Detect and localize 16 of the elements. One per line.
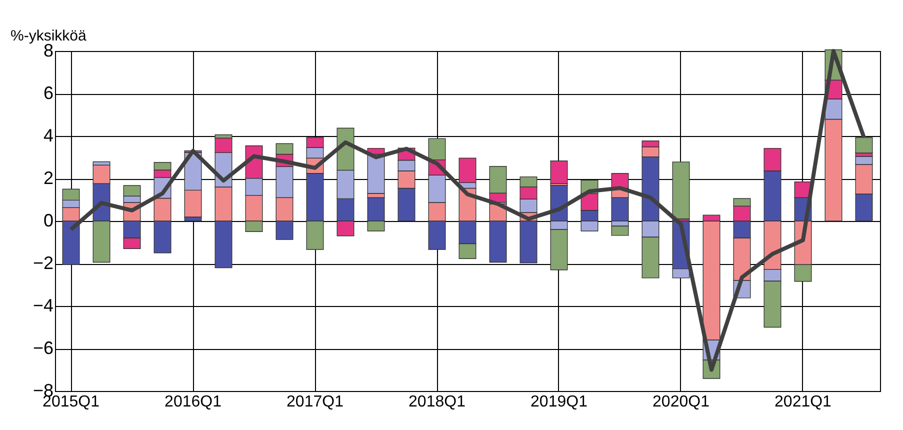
- y-tick-label: −6: [32, 338, 54, 358]
- bar: [672, 162, 690, 220]
- y-tick-label: 0: [43, 210, 54, 230]
- x-tick-label: 2016Q1: [164, 394, 222, 410]
- x-tick-label: 2020Q1: [652, 394, 710, 410]
- y-tick-label: −2: [32, 253, 54, 273]
- x-tick-label: 2017Q1: [286, 394, 344, 410]
- x-tick-label: 2019Q1: [530, 394, 588, 410]
- line-series: [69, 49, 866, 372]
- y-tick-label: −4: [32, 296, 54, 316]
- y-tick-label: 2: [43, 168, 54, 188]
- x-tick-label: 2021Q1: [774, 394, 832, 410]
- y-tick-label: 4: [43, 126, 54, 146]
- y-tick-label: 6: [43, 83, 54, 103]
- x-tick-label: 2018Q1: [408, 394, 466, 410]
- bar: [855, 137, 873, 154]
